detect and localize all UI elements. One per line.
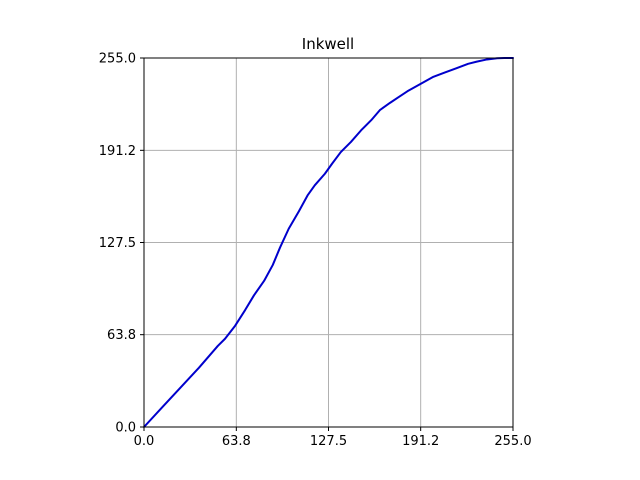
grid-lines (143, 57, 514, 428)
x-tick-label: 191.2 (402, 434, 439, 449)
x-tick-label: 0.0 (134, 434, 155, 449)
y-tick-label: 0.0 (115, 421, 136, 436)
series-line-0 (143, 57, 514, 428)
y-tick-label: 191.2 (99, 144, 136, 159)
y-tick-label: 127.5 (99, 236, 136, 251)
axis-ticks: 0.0 63.8 127.5 191.2 255.0 0.0 63.8 127.5 191.2 2… (99, 52, 532, 450)
y-tick-label: 255.0 (99, 52, 136, 67)
series-layer (143, 57, 514, 428)
y-tick-label: 63.8 (107, 328, 136, 343)
x-tick-label: 63.8 (222, 434, 251, 449)
x-tick-label: 255.0 (494, 434, 531, 449)
x-tick-label: 127.5 (310, 434, 347, 449)
chart-title: Inkwell (302, 35, 354, 53)
